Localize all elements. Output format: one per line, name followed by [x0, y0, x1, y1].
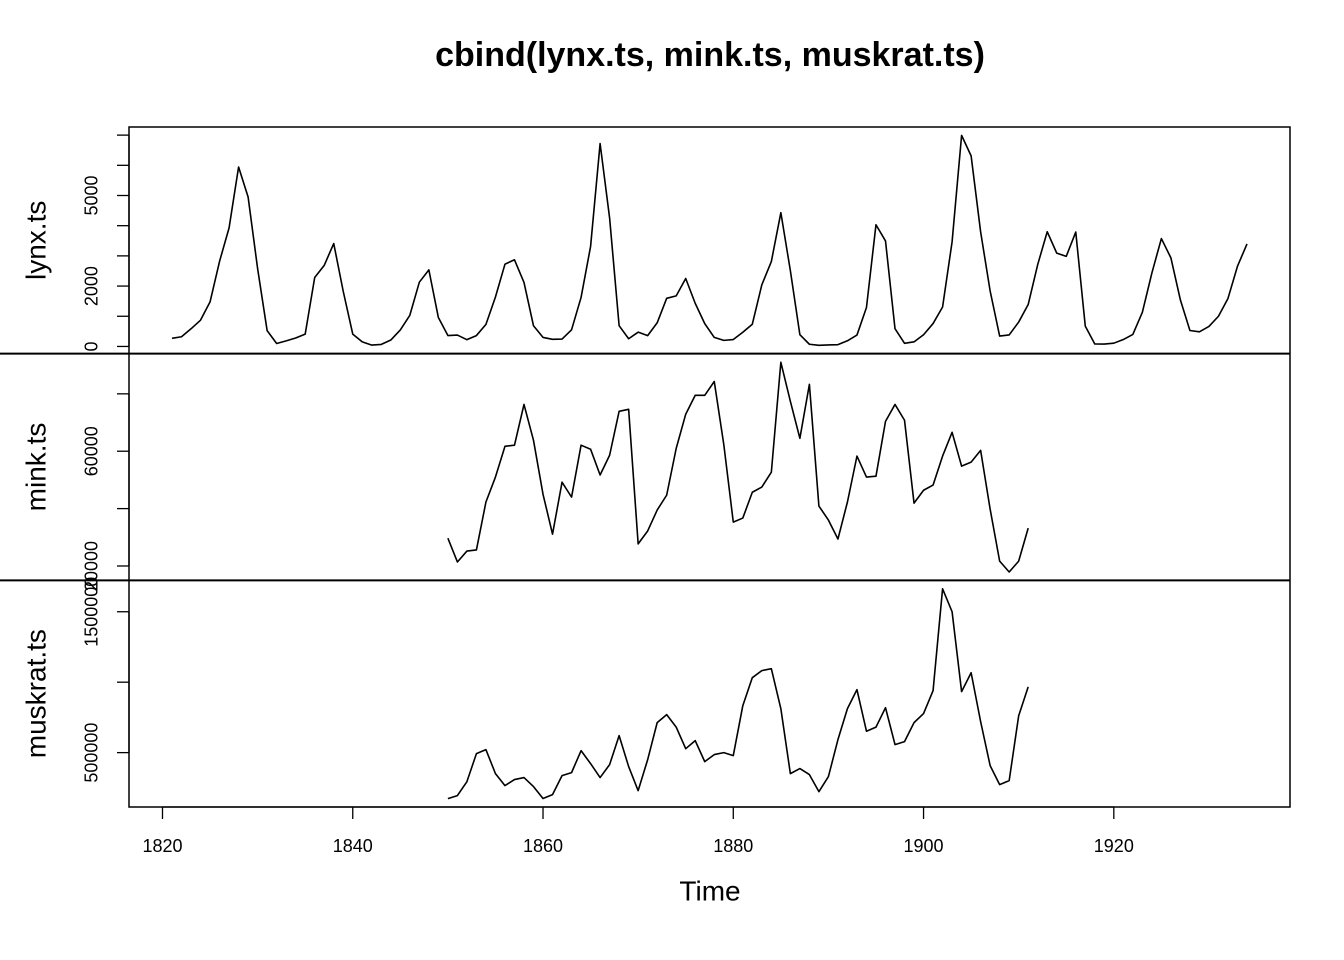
y-tick-label: 20000	[82, 541, 102, 591]
x-tick-label: 1860	[523, 836, 563, 856]
y-tick-label: 0	[82, 341, 102, 351]
x-axis-label: Time	[679, 875, 740, 906]
x-tick-label: 1880	[713, 836, 753, 856]
x-tick-label: 1920	[1094, 836, 1134, 856]
x-tick-label: 1900	[904, 836, 944, 856]
series-line	[171, 134, 1248, 347]
y-axis-label: mink.ts	[20, 423, 51, 512]
y-axis-label: lynx.ts	[20, 201, 51, 280]
y-tick-label: 60000	[82, 426, 102, 476]
x-tick-label: 1820	[142, 836, 182, 856]
series-line	[447, 587, 1029, 800]
x-tick-label: 1840	[333, 836, 373, 856]
series-line	[447, 361, 1029, 573]
chart-title: cbind(lynx.ts, mink.ts, muskrat.ts)	[435, 36, 985, 74]
plot-frame	[128, 126, 1291, 808]
y-tick-label: 2000	[82, 266, 102, 306]
y-tick-label: 1500000	[82, 577, 102, 647]
y-tick-label: 500000	[82, 723, 102, 783]
y-axis-label: muskrat.ts	[20, 629, 51, 758]
y-tick-label: 5000	[82, 175, 102, 215]
